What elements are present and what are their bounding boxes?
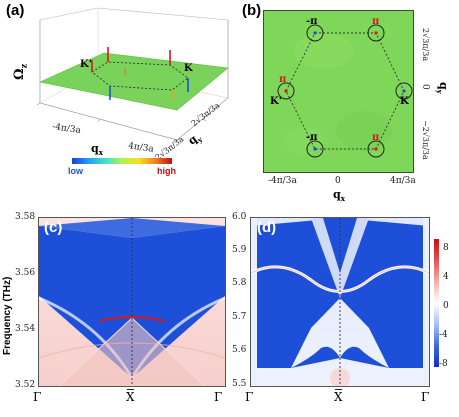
panel-b-y-tick: −2√3π/3a <box>421 120 430 160</box>
x-overline <box>127 389 134 390</box>
colorbar-tick: 0 <box>443 301 449 311</box>
panel-c-x-tick: Γ <box>33 390 42 404</box>
panel-b-hexagon <box>277 24 413 158</box>
berry-phase-label: π <box>372 16 380 27</box>
panel-b-x-tick: 0 <box>335 176 341 186</box>
panel-b-x-label: qx <box>333 188 345 204</box>
panel-a: (a) K' K Ωz -4π/3a 4π/3a qx −2√ <box>0 0 240 190</box>
berry-plane <box>39 52 229 111</box>
panel-a-z-label: Ωz <box>12 63 29 80</box>
panel-d: 6.0 5.9 5.8 5.7 5.6 5.5 <box>225 205 459 417</box>
panel-d-x-tick: X <box>334 390 343 404</box>
panel-d-y-tick: 5.5 <box>232 379 247 389</box>
panel-c: Frequency (THz) 3.58 3.56 3.54 3.52 <box>0 205 230 417</box>
panel-a-x-label: qx <box>91 142 103 158</box>
panel-b-x-tick: 4π/3a <box>390 176 416 186</box>
colorbar-tick: 8 <box>443 243 449 253</box>
panel-c-x-tick: X <box>126 390 135 404</box>
panel-b-label: (b) <box>242 2 262 19</box>
berry-phase-label: π <box>372 132 380 143</box>
colorbar-tick: -4 <box>439 330 448 340</box>
panel-d-x-tick: Γ <box>421 390 430 404</box>
panel-d-y-tick: 5.7 <box>232 312 247 322</box>
panel-b-y-label: qy <box>434 82 450 94</box>
panel-d-plot <box>250 217 430 387</box>
panel-a-3d-plot <box>36 7 229 144</box>
berry-phase-label: π <box>279 74 287 85</box>
panel-a-point-k: K <box>184 63 193 74</box>
panel-c-plot <box>38 217 226 387</box>
panel-b-point-kprime: K' <box>270 96 282 107</box>
panel-d-x-tick: Γ <box>245 390 254 404</box>
x-overline <box>335 389 342 390</box>
panel-c-ylabel: Frequency (THz) <box>2 276 13 355</box>
panel-d-y-tick: 5.8 <box>232 278 247 288</box>
colorbar-tick: -8 <box>439 359 448 369</box>
panel-b: (b) -π π π π -π -π K' <box>240 0 459 205</box>
panel-c-x-tick: Γ <box>214 390 223 404</box>
panel-b-y-tick: 2√3π/3a <box>421 28 430 62</box>
panel-b-x-tick: -4π/3a <box>268 176 297 186</box>
panel-d-colorbar <box>434 239 439 367</box>
panel-c-label: (c) <box>44 219 63 236</box>
panel-d-y-tick: 5.6 <box>232 345 247 355</box>
panel-b-point-k: K <box>400 96 409 107</box>
colorbar-high-label: high <box>157 166 176 176</box>
panel-d-y-tick: 5.9 <box>232 245 247 255</box>
colorbar-tick: 4 <box>443 272 449 282</box>
panel-a-label: (a) <box>6 2 25 19</box>
panel-a-point-kprime: K' <box>80 59 92 70</box>
panel-c-y-tick: 3.54 <box>15 324 36 334</box>
panel-c-y-tick: 3.56 <box>15 268 36 278</box>
panel-d-label: (d) <box>257 219 277 236</box>
panel-b-map <box>263 10 414 173</box>
panel-c-y-tick: 3.58 <box>15 212 36 222</box>
panel-a-colorbar <box>72 158 172 164</box>
berry-phase-label: -π <box>306 16 318 27</box>
panel-c-y-tick: 3.52 <box>15 380 36 390</box>
panel-b-y-tick: 0 <box>420 84 430 90</box>
berry-phase-label: -π <box>306 132 318 143</box>
panel-d-y-tick: 6.0 <box>232 212 247 222</box>
colorbar-low-label: low <box>68 166 83 176</box>
